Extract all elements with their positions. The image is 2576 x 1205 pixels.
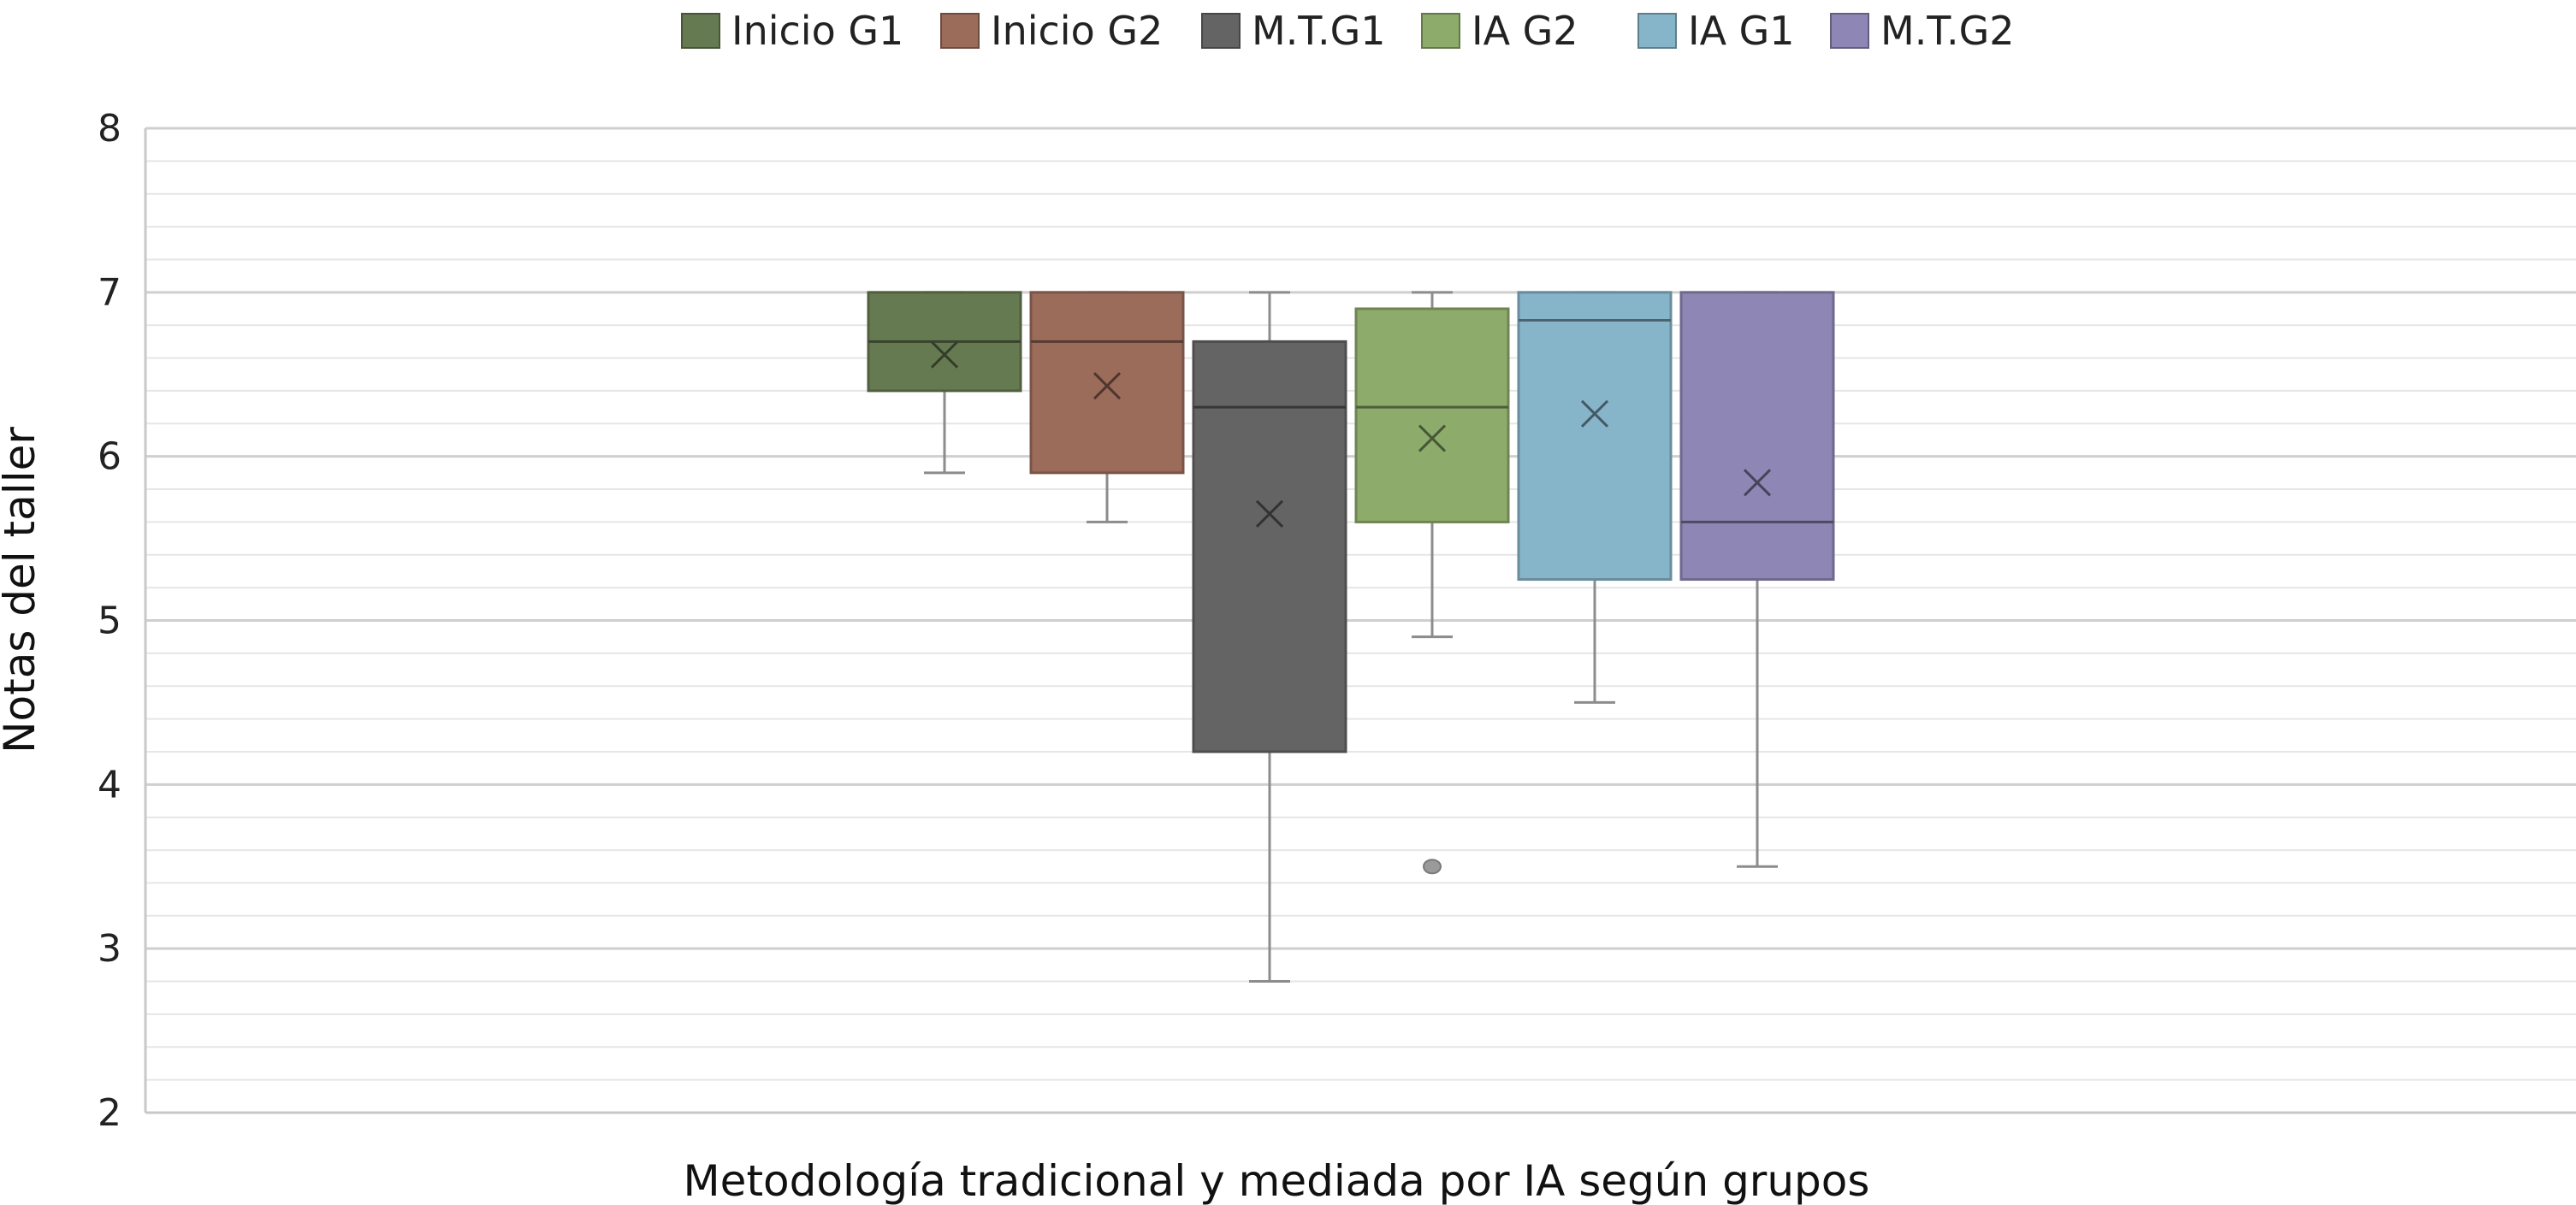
legend-swatch: [681, 13, 720, 49]
legend-swatch: [1421, 13, 1460, 49]
y-tick-label: 8: [98, 107, 121, 151]
legend-label: M.T.G1: [1252, 8, 1386, 54]
y-axis-title: Notas del taller: [0, 427, 44, 753]
box-group: [1679, 291, 1835, 868]
y-tick-label: 3: [98, 927, 121, 971]
iqr-box: [1192, 340, 1347, 753]
legend-label: IA G1: [1688, 8, 1795, 54]
legend-swatch: [1830, 13, 1869, 49]
legend-label: IA G2: [1472, 8, 1578, 54]
legend-swatch: [1201, 13, 1241, 49]
outlier-point: [1423, 859, 1442, 875]
boxes: [867, 291, 1835, 983]
legend-swatch: [940, 13, 980, 49]
mean-marker: [1418, 424, 1447, 452]
iqr-box: [1679, 291, 1835, 582]
mean-marker: [1255, 499, 1284, 528]
box-group: [1354, 291, 1510, 875]
mean-marker: [1093, 372, 1122, 400]
iqr-box: [1517, 291, 1673, 582]
y-tick-label: 2: [98, 1091, 121, 1135]
legend-label: Inicio G2: [991, 8, 1163, 54]
box-group: [1192, 291, 1347, 983]
y-tick-label: 6: [98, 435, 121, 479]
y-tick-label: 4: [98, 763, 121, 806]
grid-lines: [145, 127, 2576, 1081]
y-tick-label: 7: [98, 271, 121, 315]
box-group: [867, 291, 1022, 475]
legend-label: M.T.G2: [1880, 8, 2015, 54]
iqr-box: [1354, 307, 1510, 523]
legend-label: Inicio G1: [731, 8, 903, 54]
legend-swatch: [1637, 13, 1677, 49]
mean-marker: [930, 340, 959, 369]
x-axis-title: Metodología tradicional y mediada por IA…: [684, 1156, 1870, 1205]
box-group: [1029, 291, 1185, 523]
axes: 2 3 4 5 6 7 8: [98, 107, 2576, 1135]
legend: Inicio G1 Inicio G2 M.T.G1 IA G2 IA G1 M.T.G2: [681, 8, 2015, 54]
box-group: [1517, 291, 1673, 704]
y-tick-label: 5: [98, 600, 121, 643]
mean-marker: [1743, 469, 1772, 497]
iqr-box: [1029, 291, 1185, 475]
mean-marker: [1580, 399, 1609, 428]
